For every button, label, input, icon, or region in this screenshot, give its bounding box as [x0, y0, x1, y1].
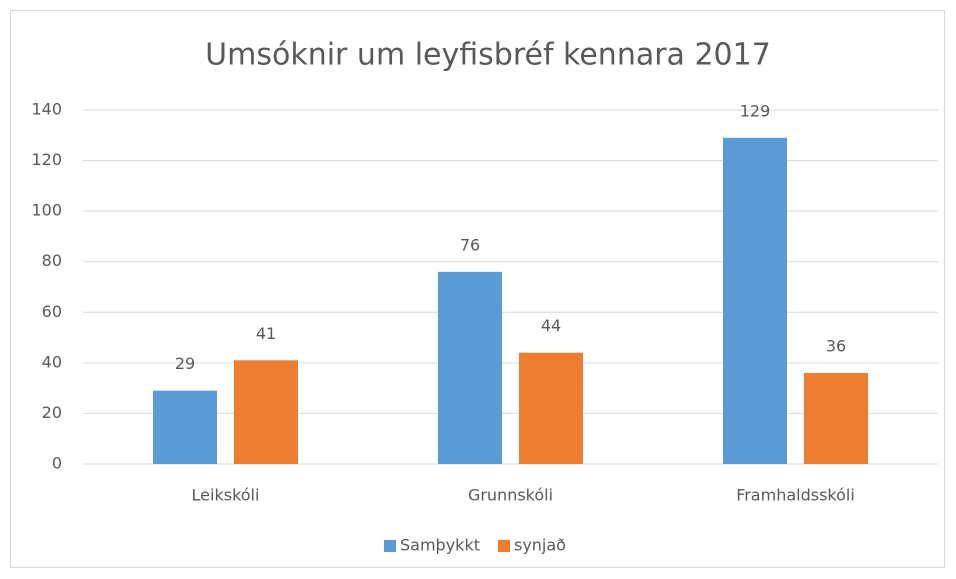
data-label: 129: [740, 101, 771, 120]
legend-label: synjað: [514, 536, 566, 555]
bar: [804, 372, 868, 464]
data-label: 41: [256, 324, 276, 343]
x-tick-label: Grunnskóli: [468, 486, 553, 505]
data-label: 76: [460, 235, 480, 254]
y-tick-label: 40: [42, 352, 62, 371]
bar: [519, 352, 583, 464]
y-tick-label: 140: [31, 100, 62, 119]
bar: [438, 271, 502, 464]
data-label: 44: [541, 316, 561, 335]
data-label: 36: [826, 336, 846, 355]
x-tick-label: Framhaldsskóli: [736, 486, 855, 505]
legend-swatch: [384, 540, 396, 552]
x-tick-label: Leikskóli: [192, 486, 260, 505]
y-tick-label: 120: [31, 150, 62, 169]
legend-label: Samþykkt: [400, 536, 480, 555]
legend-swatch: [497, 540, 510, 552]
y-tick-label: 0: [52, 454, 62, 473]
bar: [153, 390, 217, 464]
bar: [723, 137, 787, 465]
y-tick-label: 100: [31, 201, 62, 220]
data-label: 29: [175, 354, 195, 373]
bar: [234, 360, 298, 464]
y-tick-label: 60: [42, 302, 62, 321]
chart-title: Umsóknir um leyfisbréf kennara 2017: [205, 38, 771, 73]
y-tick-label: 80: [42, 251, 62, 270]
y-tick-label: 20: [42, 403, 62, 422]
